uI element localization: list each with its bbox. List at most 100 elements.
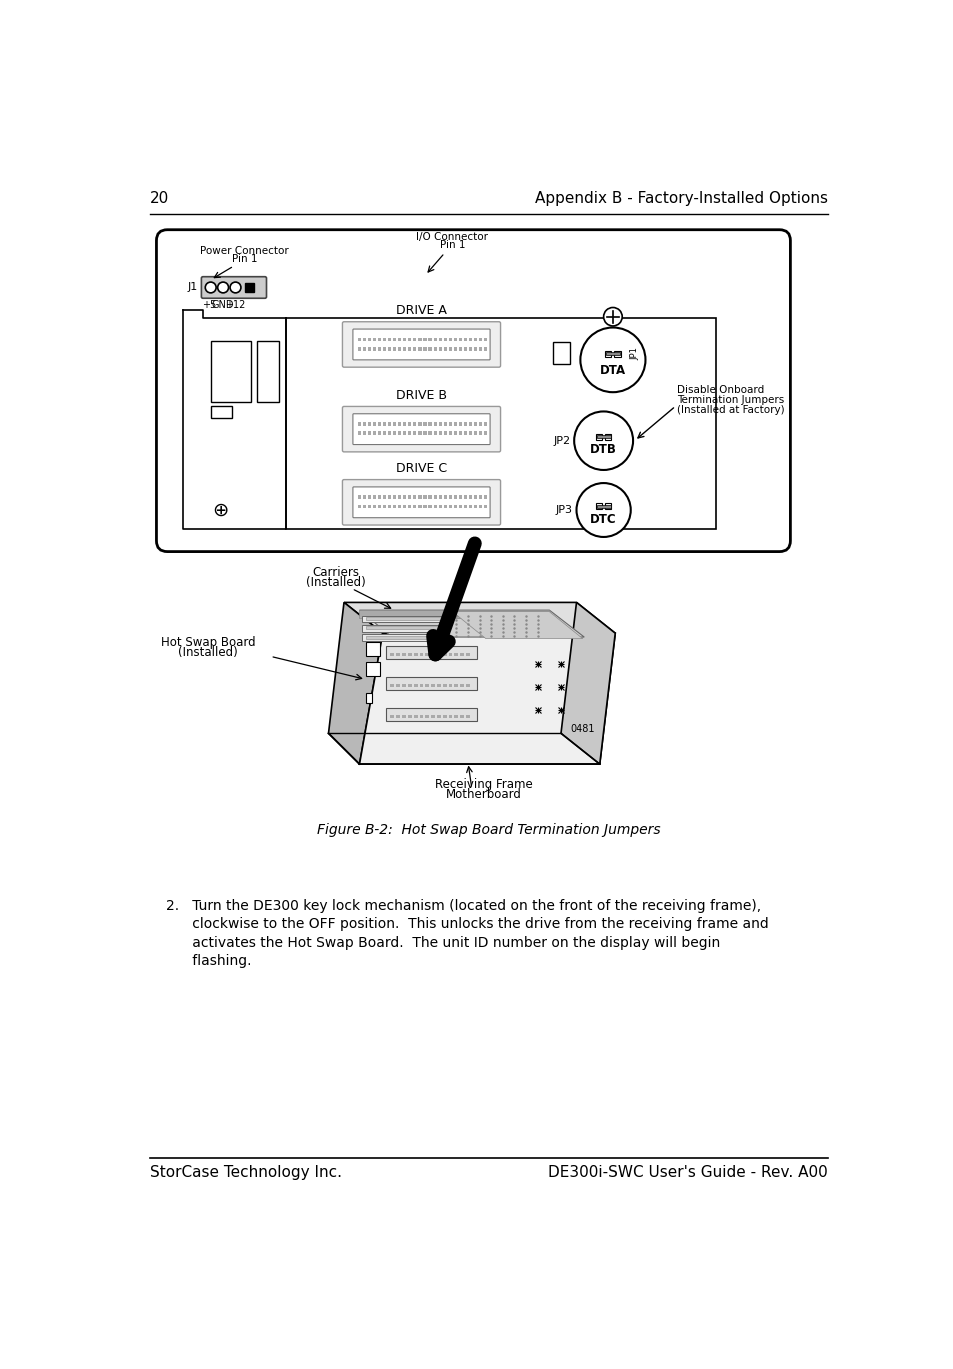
Text: DRIVE A: DRIVE A	[395, 304, 446, 318]
Bar	[403, 496, 406, 500]
Bar	[393, 496, 395, 500]
FancyBboxPatch shape	[353, 487, 490, 517]
Bar	[373, 496, 375, 500]
Bar	[596, 502, 601, 509]
Bar	[388, 346, 391, 350]
Bar	[436, 715, 440, 717]
Bar	[373, 338, 375, 341]
Bar	[373, 346, 375, 350]
Bar	[383, 338, 386, 341]
Bar	[408, 496, 411, 500]
Bar	[433, 346, 436, 350]
Bar	[397, 505, 401, 508]
FancyBboxPatch shape	[385, 678, 476, 690]
Bar	[458, 338, 461, 341]
Text: Motherboard: Motherboard	[445, 789, 521, 801]
Bar	[357, 496, 360, 500]
Bar	[428, 505, 431, 508]
Bar	[423, 505, 426, 508]
Bar	[428, 422, 431, 426]
Bar	[393, 422, 395, 426]
Bar	[474, 496, 476, 500]
Polygon shape	[359, 634, 615, 764]
Bar	[596, 435, 610, 438]
Bar	[362, 338, 366, 341]
Bar	[403, 422, 406, 426]
Bar	[425, 715, 429, 717]
Bar	[605, 352, 619, 355]
Text: Appendix B - Factory-Installed Options: Appendix B - Factory-Installed Options	[534, 190, 827, 205]
Text: Disable Onboard: Disable Onboard	[677, 385, 763, 394]
Polygon shape	[359, 611, 583, 637]
Bar	[413, 496, 416, 500]
Bar	[443, 505, 446, 508]
Bar	[286, 318, 716, 530]
Bar	[362, 346, 366, 350]
Bar	[395, 715, 399, 717]
Bar	[596, 434, 601, 439]
Text: clockwise to the OFF position.  This unlocks the drive from the receiving frame : clockwise to the OFF position. This unlo…	[166, 917, 768, 931]
Text: Figure B-2:  Hot Swap Board Termination Jumpers: Figure B-2: Hot Swap Board Termination J…	[316, 823, 660, 838]
FancyBboxPatch shape	[385, 708, 476, 721]
Bar	[362, 505, 366, 508]
Bar	[368, 496, 371, 500]
Bar	[596, 505, 610, 508]
Bar	[368, 338, 371, 341]
Bar	[397, 431, 401, 435]
Bar	[388, 422, 391, 426]
Bar	[468, 505, 472, 508]
Bar	[454, 431, 456, 435]
Bar	[483, 496, 486, 500]
Bar	[402, 653, 406, 656]
Polygon shape	[560, 602, 615, 764]
Bar	[454, 496, 456, 500]
Polygon shape	[344, 602, 615, 634]
Bar	[211, 341, 251, 402]
Bar	[423, 346, 426, 350]
Bar	[448, 505, 452, 508]
Bar	[553, 342, 570, 364]
Bar	[423, 431, 426, 435]
Polygon shape	[365, 617, 443, 620]
Bar	[459, 684, 464, 687]
Bar	[388, 496, 391, 500]
Bar	[377, 431, 381, 435]
Bar	[463, 505, 466, 508]
Text: Pin 1: Pin 1	[439, 240, 465, 249]
Polygon shape	[328, 602, 382, 764]
Bar	[408, 422, 411, 426]
Bar	[442, 715, 446, 717]
Bar	[357, 338, 360, 341]
Bar	[408, 431, 411, 435]
Bar	[397, 346, 401, 350]
Text: DTC: DTC	[590, 513, 617, 526]
Text: 2.   Turn the DE300 key lock mechanism (located on the front of the receiving fr: 2. Turn the DE300 key lock mechanism (lo…	[166, 899, 760, 913]
Bar	[454, 346, 456, 350]
Bar	[414, 715, 417, 717]
Text: GND: GND	[212, 300, 234, 309]
Bar	[474, 505, 476, 508]
Bar	[414, 684, 417, 687]
Bar	[474, 431, 476, 435]
Bar	[478, 431, 481, 435]
Bar	[468, 431, 472, 435]
Bar	[436, 684, 440, 687]
Polygon shape	[365, 635, 443, 638]
Bar	[433, 496, 436, 500]
Bar	[428, 338, 431, 341]
Bar	[413, 346, 416, 350]
Bar	[377, 422, 381, 426]
Bar	[425, 684, 429, 687]
FancyBboxPatch shape	[156, 230, 790, 552]
Bar	[413, 338, 416, 341]
Bar	[463, 496, 466, 500]
Bar	[377, 496, 381, 500]
Bar	[433, 431, 436, 435]
Bar	[443, 496, 446, 500]
Polygon shape	[452, 612, 582, 638]
Bar	[433, 422, 436, 426]
Bar	[483, 338, 486, 341]
Text: flashing.: flashing.	[166, 954, 251, 968]
Text: Hot Swap Board: Hot Swap Board	[161, 635, 255, 649]
Bar	[402, 715, 406, 717]
